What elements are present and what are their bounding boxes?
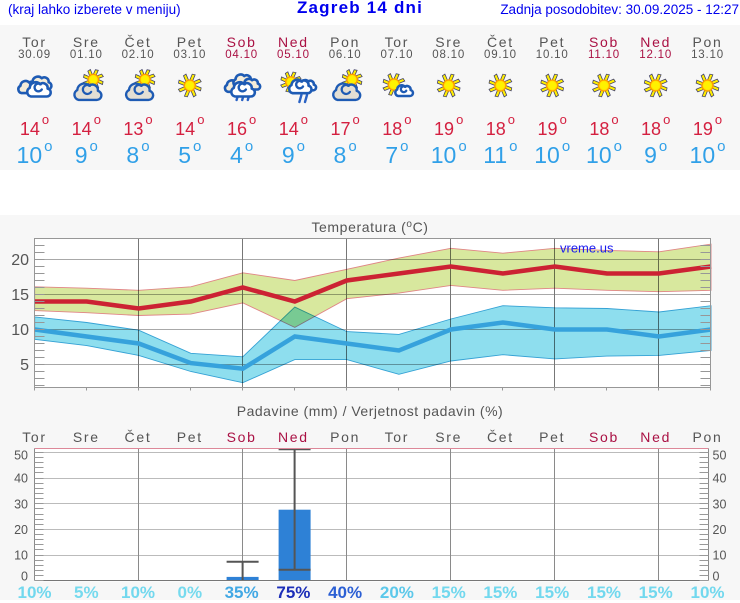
svg-text:50: 50 [713, 448, 727, 462]
svg-text:30: 30 [713, 497, 727, 511]
svg-text:20: 20 [11, 252, 29, 269]
svg-text:0: 0 [21, 569, 28, 583]
svg-text:0: 0 [713, 569, 720, 583]
svg-text:10: 10 [14, 549, 28, 563]
svg-text:vreme.us: vreme.us [560, 241, 614, 256]
svg-text:40: 40 [713, 472, 727, 486]
svg-text:30: 30 [14, 497, 28, 511]
svg-text:20: 20 [14, 523, 28, 537]
svg-text:50: 50 [14, 448, 28, 462]
svg-text:10: 10 [11, 322, 29, 339]
svg-text:15: 15 [11, 287, 29, 304]
svg-text:40: 40 [14, 472, 28, 486]
svg-text:5: 5 [20, 357, 29, 374]
svg-text:10: 10 [713, 549, 727, 563]
svg-text:20: 20 [713, 523, 727, 537]
